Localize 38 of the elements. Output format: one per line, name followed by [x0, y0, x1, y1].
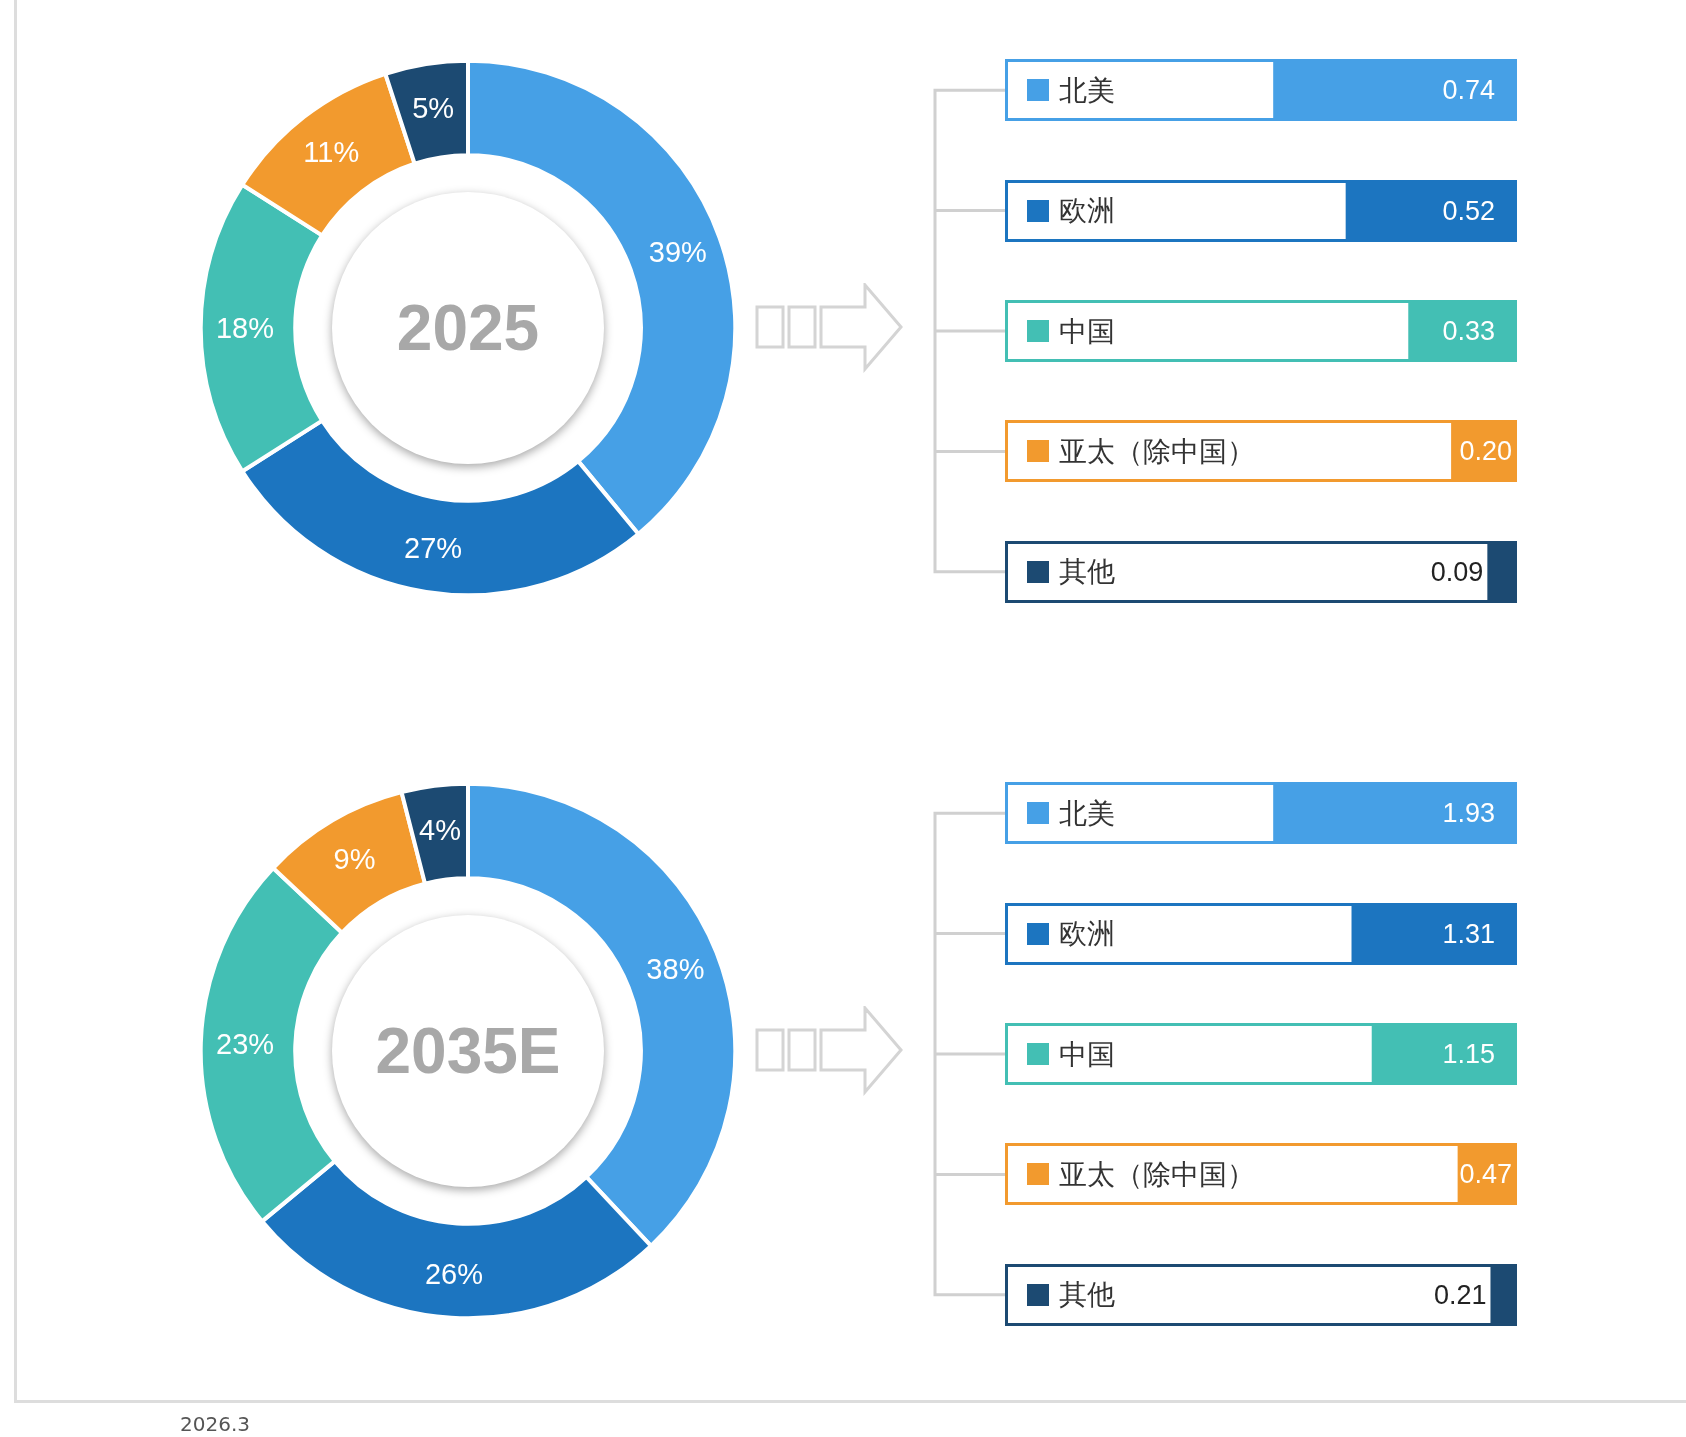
bar [1371, 1025, 1517, 1083]
data-label: 0.47 [1459, 1159, 1512, 1190]
text: 2035E [375, 1015, 561, 1087]
y-tick-label: 欧洲 [1059, 195, 1115, 227]
data-label: 11% [303, 135, 360, 168]
y-tick-label: 北美 [1059, 797, 1115, 829]
data-label: 38% [646, 952, 705, 985]
data-label: 5% [412, 91, 455, 124]
data-label: 26% [424, 1257, 484, 1290]
data-label: 9% [333, 843, 376, 876]
y-tick-label: 中国 [1059, 315, 1115, 347]
data-label: 23% [216, 1027, 275, 1060]
y-tick-label: 北美 [1059, 74, 1115, 106]
y-tick-label: 中国 [1059, 1038, 1115, 1070]
data-label: 18% [215, 312, 274, 344]
data-label: 0.21 [1433, 1279, 1487, 1310]
y-tick-label: 亚太（除中国） [1059, 435, 1255, 467]
bar [1273, 61, 1517, 120]
data-label: 0.52 [1442, 195, 1495, 226]
data-label: 0.20 [1459, 436, 1512, 467]
y-tick-label: 其他 [1059, 556, 1115, 588]
bar [1351, 904, 1517, 963]
y-tick-label: 其他 [1059, 1279, 1115, 1311]
y-tick-label: 亚太（除中国） [1059, 1158, 1255, 1190]
bar [1345, 181, 1517, 240]
data-label: 0.74 [1442, 75, 1495, 106]
data-label: 1.93 [1442, 798, 1495, 829]
text: 2026.3 [180, 1412, 250, 1436]
data-label: 1.15 [1442, 1039, 1495, 1069]
data-label: 4% [419, 813, 462, 846]
text: 2025 [396, 292, 540, 364]
data-label: 0.33 [1442, 316, 1495, 346]
data-label: 0.09 [1430, 556, 1484, 587]
data-label: 1.31 [1442, 918, 1495, 949]
data-label: 27% [404, 532, 463, 565]
y-tick-label: 欧洲 [1059, 918, 1115, 950]
data-label: 39% [648, 236, 707, 269]
bar [1273, 784, 1517, 843]
